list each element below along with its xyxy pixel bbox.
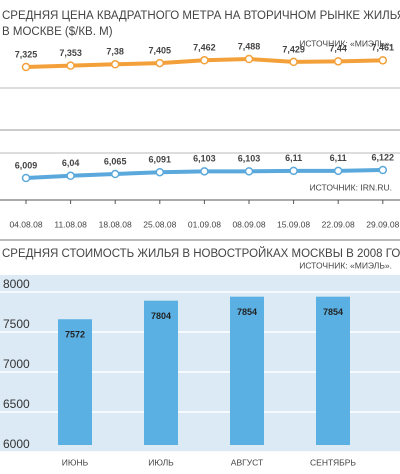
x-tick-label: СЕНТЯБРЬ: [310, 457, 356, 467]
value-label: 7572: [65, 330, 85, 340]
value-label: 7,353: [59, 48, 82, 58]
x-tick-label: 29.09.08: [366, 219, 399, 229]
value-label: 7804: [151, 311, 171, 321]
y-tick-label: 6500: [3, 397, 30, 411]
x-tick-label: 25.08.08: [143, 219, 176, 229]
value-label: 7,44: [329, 44, 347, 54]
value-label: 6,065: [104, 156, 127, 166]
value-label: 6,103: [238, 154, 261, 164]
x-tick-label: 01.09.08: [188, 219, 221, 229]
x-tick-label: 15.09.08: [277, 219, 310, 229]
point: [66, 61, 75, 70]
bar: [316, 296, 350, 445]
point: [200, 56, 209, 65]
point: [200, 167, 209, 176]
value-label: 6,009: [15, 160, 38, 170]
source: ИСТОЧНИК: «МИЭЛЬ».: [299, 38, 392, 48]
value-label: 6,11: [330, 153, 347, 163]
value-label: 6,103: [193, 154, 216, 164]
point: [244, 167, 254, 176]
point: [378, 56, 388, 65]
point: [378, 165, 388, 175]
value-label: 7,462: [193, 43, 216, 53]
point: [155, 58, 165, 68]
value-label: 7854: [323, 307, 343, 317]
chart-title: СРЕДНЯЯ ЦЕНА КВАДРАТНОГО МЕТРА НА ВТОРИЧ…: [2, 10, 400, 22]
chart-title: СРЕДНЯЯ СТОИМОСТЬ ЖИЛЬЯ В НОВОСТРОЙКАХ М…: [2, 247, 400, 260]
point: [155, 167, 165, 177]
x-tick-label: АВГУСТ: [231, 457, 263, 467]
point: [289, 166, 298, 176]
point: [333, 57, 343, 66]
value-label: 7,488: [238, 41, 261, 51]
value-label: 6,122: [372, 152, 395, 162]
bar: [144, 300, 178, 445]
bar: [58, 319, 92, 445]
value-label: 7854: [237, 307, 257, 317]
point: [66, 171, 75, 181]
point: [110, 169, 120, 179]
point: [110, 60, 120, 69]
x-tick-label: 22.09.08: [322, 219, 355, 229]
value-label: 7,38: [106, 47, 124, 57]
chart-title: В МОСКВЕ ($/КВ. М): [2, 26, 113, 38]
source: ИСТОЧНИК: «МИЭЛЬ».: [299, 260, 392, 270]
x-tick-label: 18.08.08: [99, 219, 132, 229]
x-tick-label: ИЮЛЬ: [148, 457, 174, 467]
x-tick-label: ИЮНЬ: [62, 457, 89, 467]
x-tick-label: 08.09.08: [232, 219, 265, 229]
point: [244, 54, 254, 64]
point: [333, 166, 343, 176]
source: ИСТОЧНИК: IRN.RU.: [310, 182, 392, 192]
y-tick-label: 6000: [3, 437, 30, 451]
value-label: 7,429: [282, 44, 305, 54]
point: [21, 62, 31, 72]
value-label: 7,325: [15, 49, 38, 59]
point: [21, 173, 31, 183]
y-tick-label: 8000: [3, 277, 30, 291]
x-tick-label: 04.08.08: [9, 219, 42, 229]
bar: [230, 296, 264, 445]
y-tick-label: 7500: [3, 317, 30, 331]
value-label: 6,04: [62, 158, 80, 168]
point: [289, 57, 298, 67]
value-label: 6,11: [285, 153, 302, 163]
value-label: 7,461: [372, 43, 395, 53]
value-label: 7,405: [149, 45, 172, 55]
y-tick-label: 7000: [3, 357, 30, 371]
value-label: 6,091: [149, 155, 172, 165]
x-tick-label: 11.08.08: [54, 219, 87, 229]
